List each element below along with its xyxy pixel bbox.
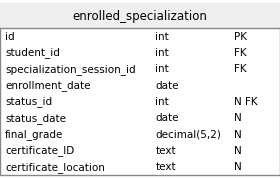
Text: FK: FK (234, 48, 246, 58)
Text: int: int (155, 48, 169, 58)
Text: status_id: status_id (5, 96, 52, 107)
Text: date: date (155, 81, 179, 91)
Text: status_date: status_date (5, 113, 66, 124)
Bar (0, 4, 280, 28)
Text: N: N (234, 113, 242, 123)
Text: student_id: student_id (5, 48, 60, 58)
Text: text: text (155, 162, 176, 172)
Text: int: int (155, 97, 169, 107)
Text: specialization_session_id: specialization_session_id (5, 64, 136, 75)
Text: final_grade: final_grade (5, 129, 63, 140)
Text: PK: PK (234, 32, 247, 42)
Text: enrollment_date: enrollment_date (5, 80, 90, 91)
Text: FK: FK (234, 64, 246, 74)
Text: N: N (234, 130, 242, 140)
Text: N FK: N FK (234, 97, 257, 107)
Text: certificate_location: certificate_location (5, 162, 105, 173)
Text: date: date (155, 113, 179, 123)
Text: N: N (234, 162, 242, 172)
Text: int: int (155, 32, 169, 42)
Text: decimal(5,2): decimal(5,2) (155, 130, 221, 140)
Text: id: id (5, 32, 15, 42)
Text: N: N (234, 146, 242, 156)
Text: enrolled_specialization: enrolled_specialization (73, 9, 207, 23)
Text: certificate_ID: certificate_ID (5, 146, 74, 156)
Text: text: text (155, 146, 176, 156)
Text: int: int (155, 64, 169, 74)
